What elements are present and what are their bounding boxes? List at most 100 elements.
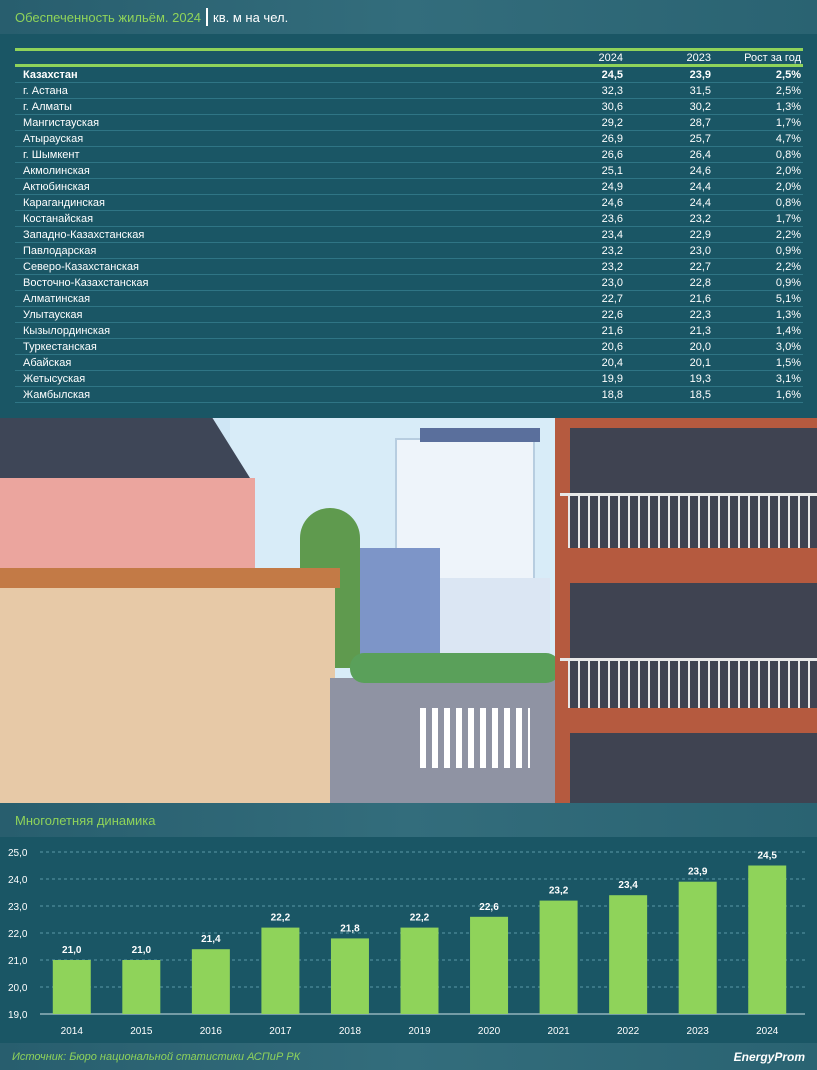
growth-value: 2,5%	[775, 68, 801, 81]
value-2023: 30,2	[689, 100, 711, 113]
table-row: Восточно-Казахстанская 23,0 22,8 0,9%	[15, 275, 803, 291]
title-divider	[206, 8, 209, 26]
value-2024: 23,6	[601, 212, 623, 225]
x-tick-label: 2020	[478, 1026, 501, 1037]
value-2024: 22,6	[601, 308, 623, 321]
bar-value-label: 23,4	[618, 880, 638, 891]
x-tick-label: 2017	[269, 1026, 292, 1037]
housing-table: 2024 2023 Рост за год Казахстан 24,5 23,9 2…	[15, 48, 803, 403]
value-2023: 20,0	[689, 340, 711, 353]
y-tick-label: 19,0	[8, 1010, 28, 1021]
table-row: Акмолинская 25,1 24,6 2,0%	[15, 163, 803, 179]
region-name: Улытауская	[23, 308, 83, 321]
value-2023: 18,5	[689, 388, 711, 401]
region-name: Мангистауская	[23, 116, 100, 129]
growth-value: 2,0%	[775, 164, 801, 177]
bar-value-label: 22,2	[271, 913, 291, 924]
growth-value: 1,7%	[775, 116, 801, 129]
value-2023: 20,1	[689, 356, 711, 369]
x-tick-label: 2023	[687, 1026, 710, 1037]
source-note: Источник: Бюро национальной статистики А…	[12, 1050, 301, 1063]
table-row: Павлодарская 23,2 23,0 0,9%	[15, 243, 803, 259]
value-2023: 31,5	[689, 84, 711, 97]
value-2023: 22,8	[689, 276, 711, 289]
region-name: г. Астана	[23, 84, 68, 97]
x-tick-label: 2014	[61, 1026, 84, 1037]
bar-value-label: 24,5	[757, 851, 777, 862]
city-illustration	[0, 418, 817, 803]
x-tick-label: 2021	[547, 1026, 570, 1037]
region-name: Павлодарская	[23, 244, 97, 257]
region-name: Актюбинская	[23, 180, 90, 193]
region-name: Алматинская	[23, 292, 91, 305]
value-2023: 21,3	[689, 324, 711, 337]
table-row: Атырауская 26,9 25,7 4,7%	[15, 131, 803, 147]
table-header: 2024 2023 Рост за год	[15, 51, 803, 64]
growth-value: 2,5%	[775, 84, 801, 97]
value-2023: 23,0	[689, 244, 711, 257]
growth-value: 0,8%	[775, 148, 801, 161]
value-2024: 23,2	[601, 260, 623, 273]
table-row: Алматинская 22,7 21,6 5,1%	[15, 291, 803, 307]
value-2024: 23,4	[601, 228, 623, 241]
region-name: Казахстан	[23, 68, 78, 81]
value-2024: 32,3	[601, 84, 623, 97]
value-2024: 25,1	[601, 164, 623, 177]
table-row: Жетысуская 19,9 19,3 3,1%	[15, 371, 803, 387]
table-row: г. Шымкент 26,6 26,4 0,8%	[15, 147, 803, 163]
value-2023: 22,7	[689, 260, 711, 273]
value-2024: 30,6	[601, 100, 623, 113]
value-2023: 24,4	[689, 196, 711, 209]
region-name: Атырауская	[23, 132, 84, 145]
region-name: г. Алматы	[23, 100, 72, 113]
bar-value-label: 21,0	[132, 945, 152, 956]
region-name: Туркестанская	[23, 340, 97, 353]
table-row: Карагандинская 24,6 24,4 0,8%	[15, 195, 803, 211]
value-2024: 22,7	[601, 292, 623, 305]
bar-2019	[400, 927, 439, 1014]
table-row: Туркестанская 20,6 20,0 3,0%	[15, 339, 803, 355]
x-tick-label: 2019	[408, 1026, 431, 1037]
value-2024: 20,6	[601, 340, 623, 353]
value-2023: 24,6	[689, 164, 711, 177]
region-name: Жетысуская	[23, 372, 86, 385]
table-row: г. Астана 32,3 31,5 2,5%	[15, 83, 803, 99]
growth-value: 0,9%	[775, 276, 801, 289]
growth-value: 3,0%	[775, 340, 801, 353]
table-row: Костанайская 23,6 23,2 1,7%	[15, 211, 803, 227]
y-tick-label: 20,0	[8, 983, 28, 994]
bar-2020	[470, 916, 509, 1014]
unit-label: кв. м на чел.	[213, 9, 289, 25]
region-name: Абайская	[23, 356, 72, 369]
table-row: Казахстан 24,5 23,9 2,5%	[15, 67, 803, 83]
region-name: Северо-Казахстанская	[23, 260, 139, 273]
region-name: Восточно-Казахстанская	[23, 276, 149, 289]
growth-value: 4,7%	[775, 132, 801, 145]
value-2024: 26,6	[601, 148, 623, 161]
table-row: Северо-Казахстанская 23,2 22,7 2,2%	[15, 259, 803, 275]
x-tick-label: 2015	[130, 1026, 153, 1037]
bar-value-label: 23,2	[549, 886, 569, 897]
region-name: Жамбылская	[23, 388, 91, 401]
bar-2023	[678, 881, 717, 1014]
page-title: Обеспеченность жильём. 2024	[15, 9, 202, 25]
y-tick-label: 21,0	[8, 956, 28, 967]
value-2024: 21,6	[601, 324, 623, 337]
table-row: Мангистауская 29,2 28,7 1,7%	[15, 115, 803, 131]
header: Обеспеченность жильём. 2024 кв. м на чел…	[0, 0, 817, 34]
table-row: Абайская 20,4 20,1 1,5%	[15, 355, 803, 371]
growth-value: 3,1%	[775, 372, 801, 385]
bar-2018	[330, 938, 369, 1014]
value-2024: 18,8	[601, 388, 623, 401]
table-row: Жамбылская 18,8 18,5 1,6%	[15, 387, 803, 403]
value-2023: 22,3	[689, 308, 711, 321]
bar-2017	[261, 927, 300, 1014]
value-2023: 25,7	[689, 132, 711, 145]
value-2023: 21,6	[689, 292, 711, 305]
bar-value-label: 22,6	[479, 902, 499, 913]
value-2024: 24,5	[601, 68, 623, 81]
growth-value: 1,7%	[775, 212, 801, 225]
growth-value: 5,1%	[775, 292, 801, 305]
bar-2021	[539, 900, 578, 1014]
growth-value: 1,4%	[775, 324, 801, 337]
